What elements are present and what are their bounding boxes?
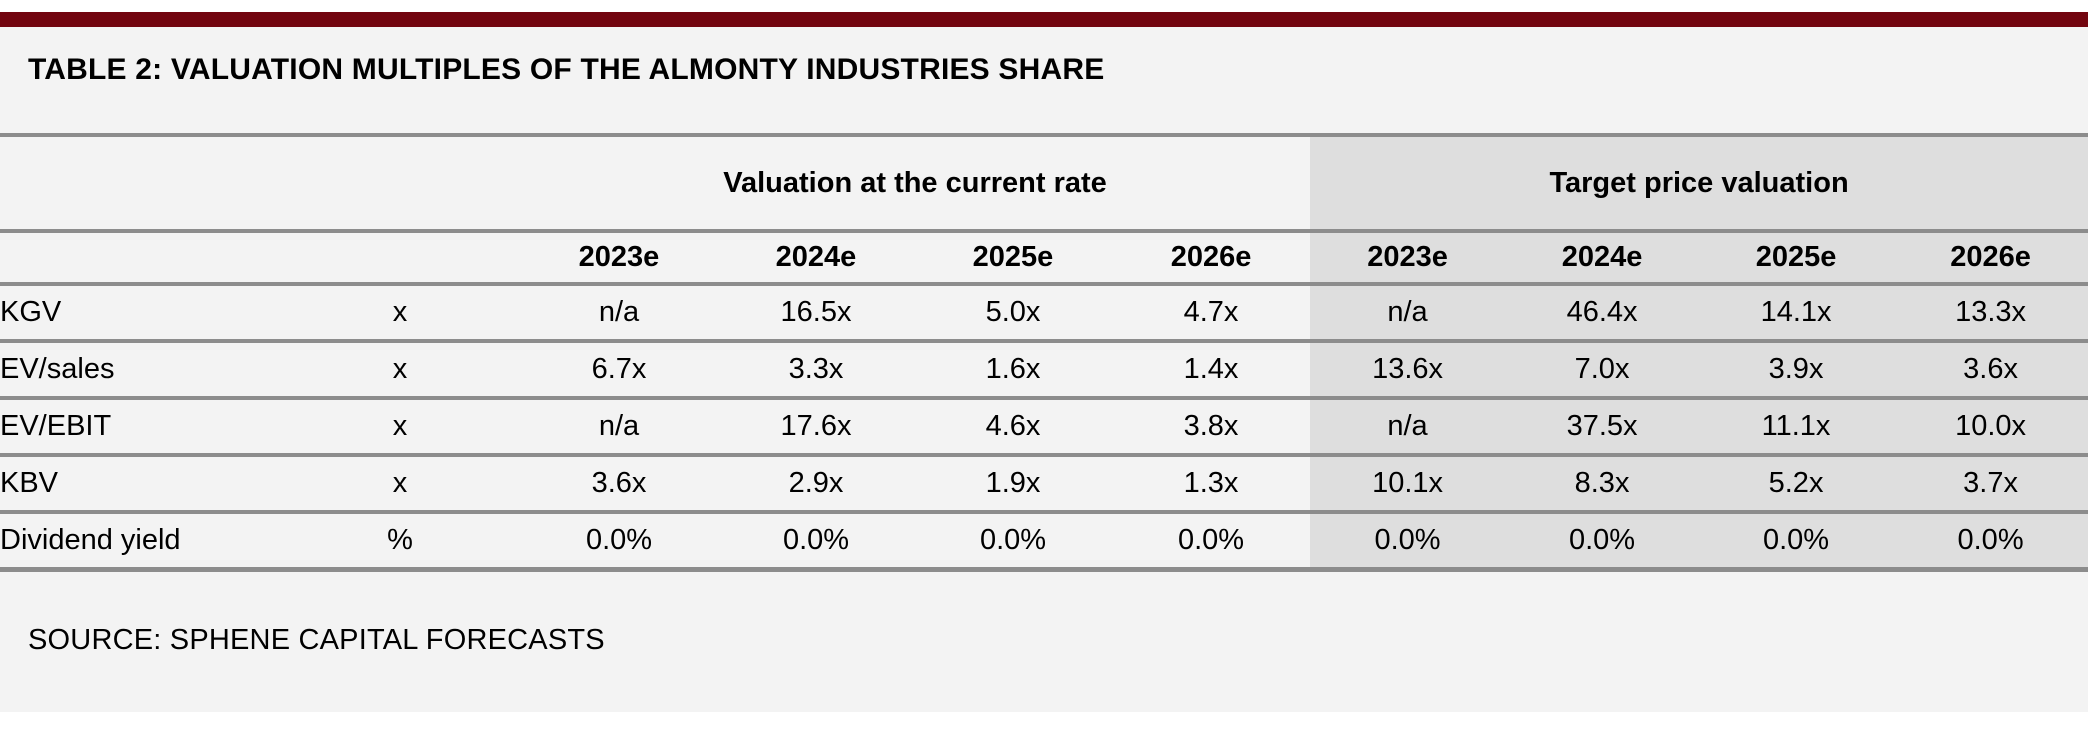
source-note: SOURCE: SPHENE CAPITAL FORECASTS (28, 623, 605, 656)
year-header: 2026e (1893, 231, 2088, 284)
value-cell: 7.0x (1505, 341, 1700, 398)
value-cell: 3.9x (1699, 341, 1894, 398)
table-sheet: TABLE 2: VALUATION MULTIPLES OF THE ALMO… (0, 27, 2088, 712)
year-header: 2026e (1170, 241, 1252, 273)
value-cell: 5.2x (1699, 455, 1894, 512)
row-label: Dividend yield (0, 523, 181, 556)
value-cell: 0.0% (1699, 512, 1894, 569)
value-cell: n/a (1310, 398, 1506, 455)
table-row-dividend-yield: Dividend yield % 0.0% 0.0% 0.0% 0.0% 0.0… (0, 512, 2088, 569)
value-cell: 16.5x (780, 296, 852, 328)
value-cell: 0.0% (1893, 512, 2088, 569)
section-header-target-price: Target price valuation (1310, 135, 2088, 231)
value-cell: 3.7x (1893, 455, 2088, 512)
value-cell: 0.0% (979, 523, 1047, 556)
value-cell: 10.0x (1893, 398, 2088, 455)
value-cell: 1.6x (985, 353, 1041, 385)
row-label: KGV (0, 296, 62, 328)
year-header: 2024e (1505, 231, 1700, 284)
value-cell: 17.6x (780, 410, 852, 442)
value-cell: 11.1x (1699, 398, 1894, 455)
value-cell: 14.1x (1699, 284, 1894, 341)
value-cell: 0.0% (782, 523, 850, 556)
value-cell: 5.0x (985, 296, 1041, 328)
value-cell: 1.4x (1183, 353, 1239, 385)
year-header: 2025e (972, 241, 1054, 273)
year-header-spacer (280, 231, 520, 284)
year-header: 2025e (1699, 231, 1894, 284)
table-row-ev-ebit: EV/EBIT x n/a 17.6x 4.6x 3.8x n/a 37.5x … (0, 398, 2088, 455)
footer-block: SOURCE: SPHENE CAPITAL FORECASTS (0, 572, 2088, 657)
value-cell: 8.3x (1505, 455, 1700, 512)
year-header: 2023e (1310, 231, 1506, 284)
value-cell: 0.0% (1505, 512, 1700, 569)
value-cell: 13.3x (1893, 284, 2088, 341)
value-cell: 37.5x (1505, 398, 1700, 455)
value-cell: 0.0% (1177, 523, 1245, 556)
value-cell: 4.7x (1183, 296, 1239, 328)
accent-bar (0, 12, 2088, 27)
value-cell: 1.3x (1183, 467, 1239, 499)
year-header: 2024e (775, 241, 857, 273)
row-label: EV/EBIT (0, 410, 112, 442)
value-cell: 6.7x (591, 353, 647, 385)
table-row-ev-sales: EV/sales x 6.7x 3.3x 1.6x 1.4x 13.6x 7.0… (0, 341, 2088, 398)
value-cell: n/a (598, 296, 640, 328)
year-header-row: 2023e 2024e 2025e 2026e 2023e 2024e 2025… (0, 231, 2088, 284)
value-cell: 3.8x (1183, 410, 1239, 442)
table-row-kgv: KGV x n/a 16.5x 5.0x 4.7x n/a 46.4x 14.1… (0, 284, 2088, 341)
unit-cell: x (392, 467, 408, 499)
value-cell: 0.0% (1310, 512, 1506, 569)
value-cell: 0.0% (585, 523, 653, 556)
title-block: TABLE 2: VALUATION MULTIPLES OF THE ALMO… (0, 27, 2088, 133)
value-cell: 46.4x (1505, 284, 1700, 341)
section-header-current-rate: Valuation at the current rate (723, 166, 1107, 199)
valuation-table: Valuation at the current rate Target pri… (0, 133, 2088, 572)
value-cell: 3.6x (591, 467, 647, 499)
value-cell: 4.6x (985, 410, 1041, 442)
value-cell: 2.9x (788, 467, 844, 499)
unit-cell: x (392, 353, 408, 385)
value-cell: 1.9x (985, 467, 1041, 499)
table-row-kbv: KBV x 3.6x 2.9x 1.9x 1.3x 10.1x 8.3x 5.2… (0, 455, 2088, 512)
year-header-spacer (0, 231, 280, 284)
row-label: KBV (0, 467, 59, 499)
value-cell: n/a (1310, 284, 1506, 341)
year-header: 2023e (578, 241, 660, 273)
row-label: EV/sales (0, 353, 115, 385)
section-header-row: Valuation at the current rate Target pri… (0, 135, 2088, 231)
unit-cell: % (387, 523, 413, 556)
page-title: TABLE 2: VALUATION MULTIPLES OF THE ALMO… (28, 53, 1105, 86)
value-cell: n/a (598, 410, 640, 442)
value-cell: 13.6x (1310, 341, 1506, 398)
section-header-spacer (0, 135, 520, 231)
value-cell: 10.1x (1310, 455, 1506, 512)
value-cell: 3.3x (788, 353, 844, 385)
unit-cell: x (392, 410, 408, 442)
unit-cell: x (392, 296, 408, 328)
value-cell: 3.6x (1893, 341, 2088, 398)
